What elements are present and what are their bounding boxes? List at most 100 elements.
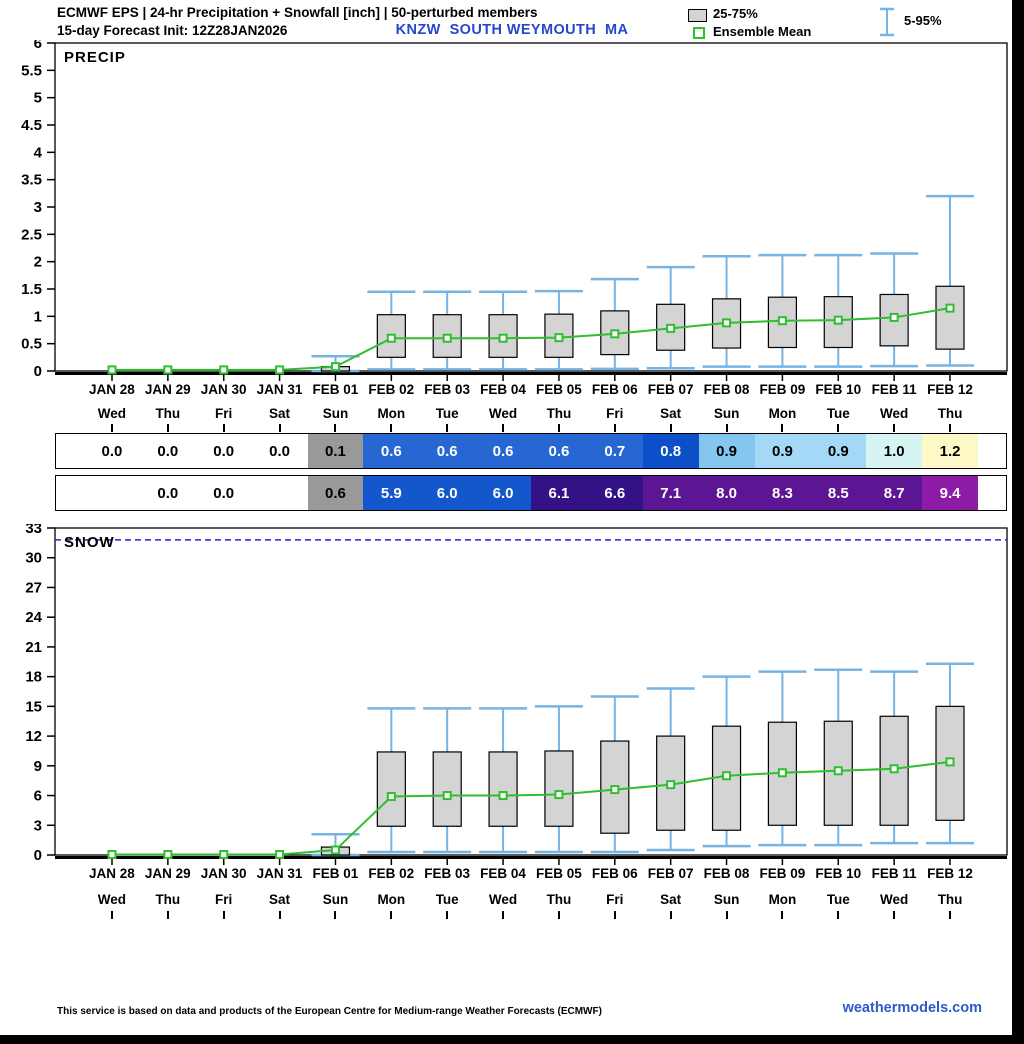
column-tick bbox=[84, 424, 140, 432]
column-tick bbox=[475, 424, 531, 432]
precip-daily-mean-cell: 0.6 bbox=[363, 434, 420, 468]
ensemble-mean-line bbox=[112, 760, 951, 856]
date-label: FEB 10 bbox=[815, 866, 862, 881]
iqr-box bbox=[879, 715, 909, 826]
weekday-label: Thu bbox=[937, 892, 963, 907]
bottom-border-strip bbox=[0, 1035, 1024, 1044]
weekday-label: Thu bbox=[937, 406, 963, 421]
date-label: JAN 30 bbox=[200, 866, 247, 881]
mean-marker bbox=[722, 318, 732, 328]
snow-daily-mean-cell: 9.4 bbox=[922, 476, 978, 510]
weekday-label: Sat bbox=[269, 892, 291, 907]
y-tick-label: 4 bbox=[34, 144, 43, 161]
ensemble-mean-markers bbox=[107, 303, 955, 375]
column-tick bbox=[587, 911, 643, 919]
date-label: FEB 09 bbox=[759, 866, 806, 881]
date-label: FEB 11 bbox=[871, 866, 917, 881]
date-label: FEB 06 bbox=[591, 382, 638, 397]
column-tick bbox=[755, 424, 811, 432]
precip-table-tickstrip bbox=[84, 424, 978, 432]
weekday-label: Mon bbox=[768, 406, 797, 421]
precip-daily-mean-cell: 0.9 bbox=[810, 434, 867, 468]
weekday-label: Sun bbox=[713, 406, 740, 421]
mean-marker bbox=[386, 333, 396, 343]
date-label: FEB 09 bbox=[759, 382, 806, 397]
weekday-label: Sun bbox=[713, 892, 740, 907]
column-tick bbox=[866, 424, 922, 432]
mean-marker bbox=[610, 785, 620, 795]
date-label: FEB 04 bbox=[480, 866, 526, 881]
column-tick bbox=[419, 911, 475, 919]
weekday-label: Wed bbox=[97, 406, 127, 421]
column-tick bbox=[866, 911, 922, 919]
snow-daily-mean-cell bbox=[84, 476, 140, 510]
mean-marker bbox=[554, 790, 564, 800]
column-tick bbox=[84, 911, 140, 919]
weathermodels-brand-link[interactable]: weathermodels.com bbox=[842, 1000, 982, 1016]
snow-daily-mean-cell: 5.9 bbox=[363, 476, 420, 510]
weekday-label: Thu bbox=[546, 892, 572, 907]
legend-label-ensemble-mean: Ensemble Mean bbox=[713, 24, 812, 39]
column-tick bbox=[531, 424, 587, 432]
date-label: FEB 08 bbox=[703, 382, 750, 397]
snow-daily-mean-cell bbox=[251, 476, 308, 510]
mean-marker bbox=[610, 329, 620, 339]
mean-marker bbox=[498, 333, 508, 343]
date-label: JAN 29 bbox=[144, 866, 191, 881]
iqr-boxes-25-75 bbox=[320, 705, 965, 856]
mean-marker bbox=[889, 312, 899, 322]
station-name: KNZW SOUTH WEYMOUTH MA bbox=[395, 22, 629, 38]
snow-table-tickstrip bbox=[84, 911, 978, 919]
snow-daily-mean-cell: 0.0 bbox=[195, 476, 252, 510]
whisker-5-95-icon bbox=[880, 7, 894, 37]
date-label: FEB 12 bbox=[927, 382, 973, 397]
date-label: FEB 07 bbox=[647, 866, 694, 881]
chart-title: ECMWF EPS | 24-hr Precipitation + Snowfa… bbox=[57, 5, 538, 20]
y-tick-label: 24 bbox=[25, 609, 42, 626]
snow-values-row: 0.0 0.0 0.6 5.9 6.0 6.0 6.1 6.6 7.1 8.0 8.3 8.5 8.7 9… bbox=[55, 475, 1007, 511]
mean-marker bbox=[722, 771, 732, 781]
date-label: FEB 01 bbox=[312, 382, 359, 397]
mean-marker bbox=[833, 766, 843, 776]
precip-daily-mean-cell: 0.0 bbox=[84, 434, 140, 468]
date-label: FEB 01 bbox=[312, 866, 359, 881]
snow-daily-mean-cell: 8.0 bbox=[698, 476, 755, 510]
column-tick bbox=[140, 424, 196, 432]
date-label: FEB 02 bbox=[368, 382, 415, 397]
weekday-label: Tue bbox=[435, 892, 459, 907]
weekday-label: Tue bbox=[826, 406, 850, 421]
mean-marker bbox=[833, 315, 843, 325]
snow-daily-mean-cell: 8.5 bbox=[810, 476, 867, 510]
column-tick bbox=[922, 911, 978, 919]
weekday-label: Thu bbox=[155, 406, 181, 421]
mean-marker bbox=[777, 768, 787, 778]
date-label: JAN 30 bbox=[200, 382, 247, 397]
x-axis-ticks bbox=[111, 375, 951, 381]
weekday-label: Wed bbox=[880, 892, 909, 907]
date-label: FEB 06 bbox=[591, 866, 638, 881]
y-tick-label: 3.5 bbox=[21, 172, 42, 189]
iqr-box bbox=[432, 751, 462, 827]
precip-weekday-axis: Wed Thu Fri Sat Sun Mon Tue Wed Thu Fri Sat Sun Mon T… bbox=[84, 406, 978, 424]
precip-daily-mean-cell: 0.9 bbox=[754, 434, 811, 468]
precip-daily-mean-cell: 0.8 bbox=[642, 434, 699, 468]
iqr-box bbox=[935, 285, 965, 350]
precip-daily-mean-cell: 0.1 bbox=[307, 434, 364, 468]
y-tick-label: 5.5 bbox=[21, 62, 42, 79]
snow-weekday-axis: Wed Thu Fri Sat Sun Mon Tue Wed Thu Fri Sat Sun Mon T… bbox=[84, 892, 978, 910]
column-tick bbox=[475, 911, 531, 919]
weekday-label: Thu bbox=[155, 892, 181, 907]
column-tick bbox=[140, 911, 196, 919]
weekday-label: Thu bbox=[546, 406, 572, 421]
iqr-box-swatch bbox=[688, 9, 707, 22]
mean-marker bbox=[219, 365, 229, 375]
y-tick-label: 9 bbox=[34, 758, 42, 775]
column-tick bbox=[810, 424, 866, 432]
date-label: JAN 29 bbox=[144, 382, 191, 397]
ensemble-mean-swatch bbox=[693, 27, 705, 39]
plot-border bbox=[54, 527, 1008, 856]
date-label: FEB 10 bbox=[815, 382, 862, 397]
y-tick-label: 2 bbox=[34, 254, 42, 271]
mean-marker bbox=[330, 362, 340, 372]
weekday-label: Sat bbox=[660, 406, 682, 421]
